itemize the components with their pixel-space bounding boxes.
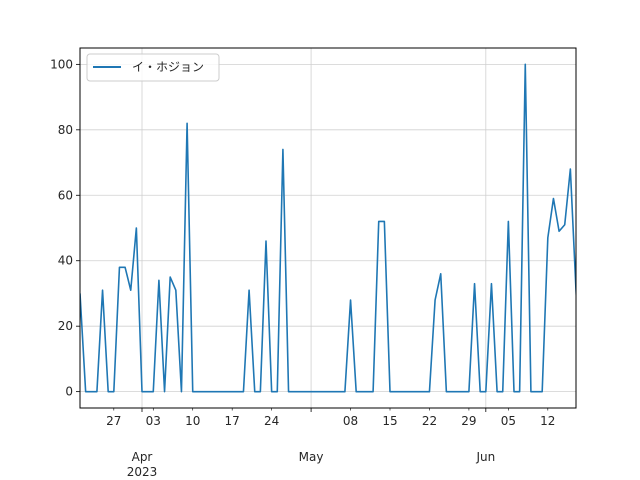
x-major-tick-label: Apr 2023 [127, 450, 158, 479]
y-tick-label: 100 [50, 57, 73, 71]
y-tick-label: 40 [58, 254, 73, 268]
x-minor-tick-label: 27 [106, 414, 121, 428]
y-tick-label: 0 [65, 385, 73, 399]
x-minor-tick-label: 29 [461, 414, 476, 428]
x-major-tick-label: May [299, 450, 324, 464]
x-minor-tick-label: 24 [264, 414, 279, 428]
x-minor-tick-label: 17 [225, 414, 240, 428]
legend-label: イ・ホジョン [132, 60, 204, 74]
y-tick-label: 20 [58, 319, 73, 333]
series-line [80, 63, 576, 393]
plot-frame [79, 47, 577, 409]
x-minor-tick-label: 10 [185, 414, 200, 428]
x-minor-tick-label: 15 [382, 414, 397, 428]
y-tick-label: 80 [58, 123, 73, 137]
x-axis-ticks: 27 03 10 17 24 08 15 22 29 05 12 Apr 2023 May Jun [106, 408, 555, 479]
x-minor-tick-label: 03 [146, 414, 161, 428]
x-minor-tick-label: 12 [540, 414, 555, 428]
x-minor-tick-label: 22 [422, 414, 437, 428]
y-axis-ticks: 0 20 40 60 80 100 [50, 57, 80, 399]
legend: イ・ホジョン [86, 53, 220, 82]
x-minor-tick-label: 05 [501, 414, 516, 428]
x-major-tick-label: Jun [475, 450, 495, 464]
x-minor-tick-label: 08 [343, 414, 358, 428]
grid-lines [80, 48, 576, 408]
legend-box [86, 53, 220, 82]
series-lines [80, 63, 576, 393]
y-tick-label: 60 [58, 188, 73, 202]
